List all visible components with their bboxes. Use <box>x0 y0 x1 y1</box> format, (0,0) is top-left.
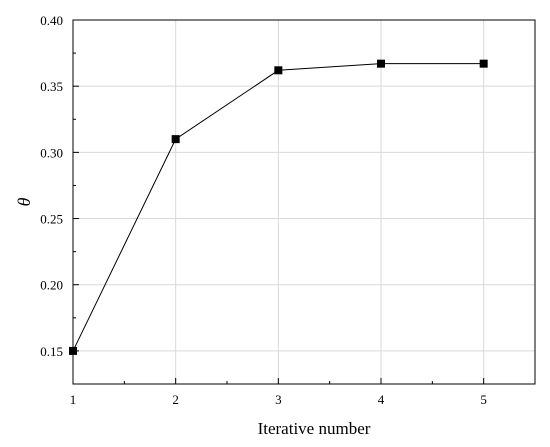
y-tick-label: 0.35 <box>40 79 63 94</box>
x-tick-label: 4 <box>378 392 385 407</box>
data-point-marker <box>274 66 283 75</box>
x-tick-label: 3 <box>275 392 282 407</box>
y-tick-label: 0.25 <box>40 212 63 227</box>
x-tick-label: 5 <box>480 392 487 407</box>
data-point-marker <box>377 59 385 68</box>
y-tick-labels: 0.15 0.20 0.25 0.30 0.35 0.40 <box>40 13 63 359</box>
x-tick-labels: 1 2 3 4 5 <box>70 392 487 407</box>
y-axis-title: θ <box>14 197 34 206</box>
y-tick-label: 0.40 <box>40 13 63 28</box>
data-point-marker <box>171 135 180 144</box>
x-axis-title: Iterative number <box>258 419 371 438</box>
plot-frame <box>72 19 536 385</box>
data-point-marker <box>479 59 488 68</box>
y-tick-label: 0.15 <box>40 344 63 359</box>
x-tick-label: 1 <box>70 392 77 407</box>
y-tick-label: 0.20 <box>40 278 63 293</box>
grid <box>72 19 535 384</box>
x-tick-label: 2 <box>172 392 179 407</box>
y-tick-label: 0.30 <box>40 145 63 160</box>
